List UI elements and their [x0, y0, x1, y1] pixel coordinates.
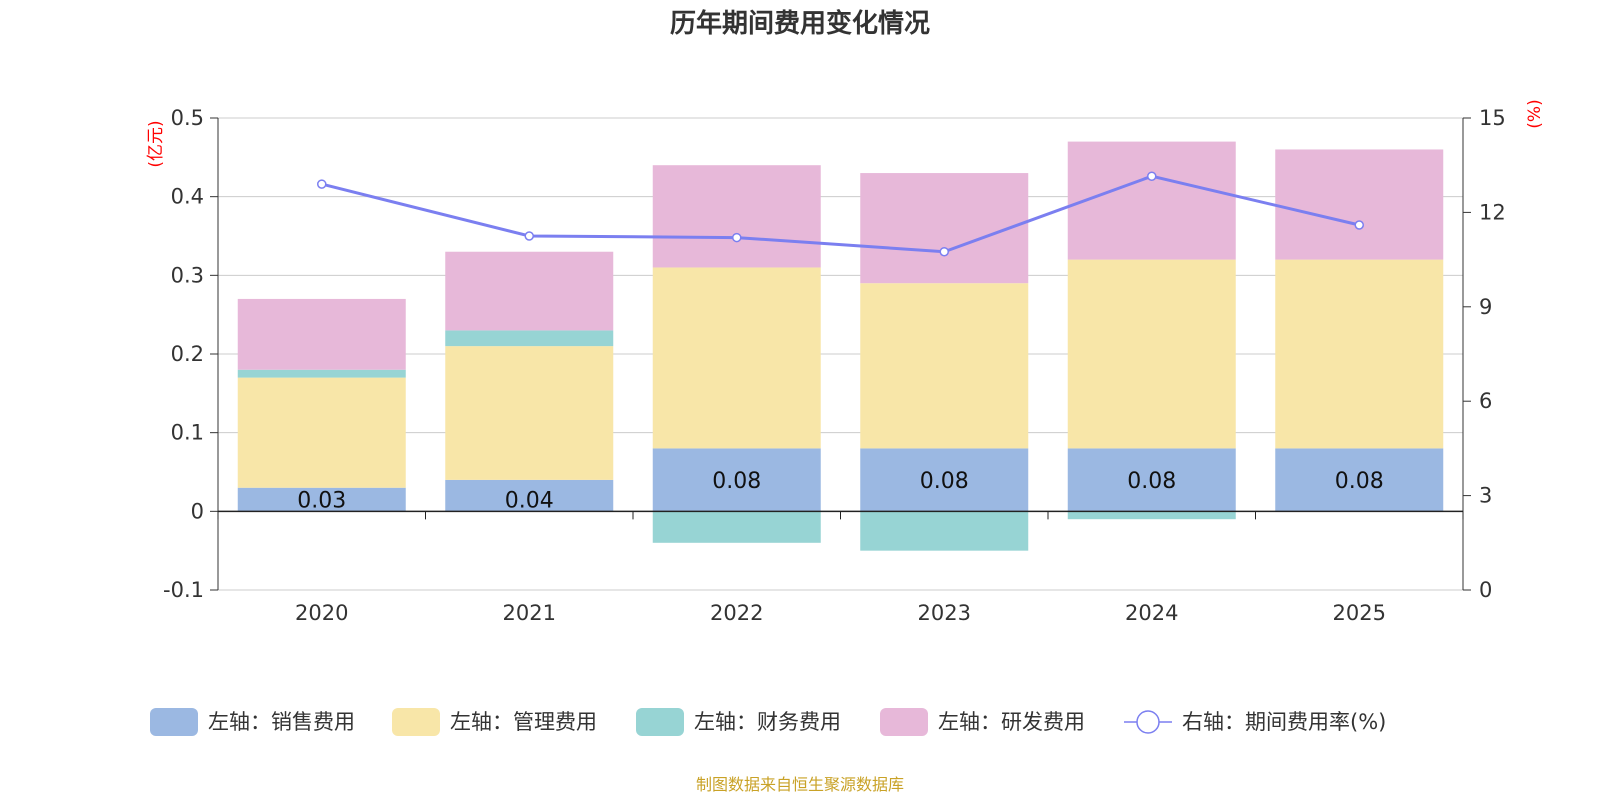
bar-管理费用 — [445, 346, 614, 480]
right-axis-unit: (%) — [1525, 99, 1545, 128]
legend-label: 左轴：研发费用 — [938, 710, 1085, 734]
x-axis-tick-label: 2024 — [1125, 601, 1178, 625]
x-axis-tick-label: 2023 — [918, 601, 971, 625]
data-label: 0.08 — [920, 469, 969, 494]
bar-财务费用 — [237, 369, 406, 378]
bar-研发费用 — [652, 165, 821, 268]
left-axis-tick-label: -0.1 — [163, 578, 204, 602]
bar-管理费用 — [652, 267, 821, 449]
gridlines — [218, 117, 1463, 591]
bar-财务费用 — [1067, 511, 1236, 520]
line-point — [524, 231, 534, 241]
bar-财务费用 — [860, 511, 1029, 551]
bar-销售费用 — [1067, 448, 1236, 512]
left-axis-unit: (亿元) — [146, 120, 166, 167]
bar-管理费用 — [860, 283, 1029, 449]
bar-研发费用 — [1067, 141, 1236, 260]
data-label: 0.08 — [1127, 469, 1176, 494]
legend-label: 左轴：销售费用 — [208, 710, 355, 734]
bar-研发费用 — [1275, 149, 1444, 260]
bar-财务费用 — [445, 330, 614, 347]
right-axis-tick-label: 12 — [1479, 200, 1506, 224]
right-axis-tick-label: 0 — [1479, 578, 1492, 602]
line-point — [939, 246, 949, 257]
left-axis-tick-label: 0.1 — [171, 421, 204, 445]
legend-swatch — [150, 708, 198, 736]
bar-财务费用 — [652, 511, 821, 543]
x-axis-tick-label: 2020 — [295, 601, 348, 625]
x-axis-tick-label: 2021 — [503, 601, 556, 625]
bar-研发费用 — [237, 298, 406, 370]
left-axis-tick-label: 0.3 — [171, 263, 204, 287]
left-axis-tick-label: 0 — [191, 499, 204, 523]
line-point — [1147, 171, 1157, 181]
axes: -0.1 0 0.1 0.2 0.3 0.4 0.5 0 3 6 9 12 15 2020 2021 2022… — [163, 106, 1506, 625]
legend-label: 左轴：财务费用 — [694, 710, 841, 734]
legend-label: 右轴：期间费用率(%) — [1182, 710, 1386, 734]
left-axis-tick-label: 0.5 — [171, 106, 204, 130]
x-axis-tick-label: 2022 — [710, 601, 763, 625]
left-axis-tick-label: 0.2 — [171, 342, 204, 366]
right-axis-tick-label: 9 — [1479, 295, 1492, 319]
bar-研发费用 — [445, 251, 614, 331]
bar-销售费用 — [652, 448, 821, 512]
data-label: 0.04 — [505, 488, 554, 513]
line-series — [317, 171, 1364, 257]
bar-销售费用 — [860, 448, 1029, 512]
legend-swatch — [392, 708, 440, 736]
line-期间费用率 — [321, 174, 1360, 254]
bar-研发费用 — [860, 173, 1029, 284]
left-axis-tick-label: 0.4 — [171, 185, 204, 209]
bar-销售费用 — [1275, 448, 1444, 512]
line-point — [1354, 220, 1364, 230]
bar-管理费用 — [237, 377, 406, 488]
bar-销售费用 — [237, 487, 406, 512]
legend-label: 左轴：管理费用 — [450, 710, 597, 734]
legend: 左轴：销售费用 左轴：管理费用 左轴：财务费用 左轴：研发费用 右轴：期间费用率(%) — [150, 708, 1386, 736]
bar-管理费用 — [1067, 259, 1236, 449]
data-label: 0.08 — [1335, 469, 1384, 494]
right-axis-tick-label: 6 — [1479, 389, 1492, 413]
legend-swatch — [636, 708, 684, 736]
bar-series: 0.03 0.04 0.08 0.08 0.08 0.08 — [237, 141, 1444, 551]
data-label: 0.03 — [297, 488, 346, 513]
legend-swatch — [880, 708, 928, 736]
right-axis-tick-label: 3 — [1479, 484, 1492, 508]
legend-line-marker — [1136, 710, 1160, 734]
right-axis-tick-label: 15 — [1479, 106, 1506, 130]
bar-管理费用 — [1275, 259, 1444, 449]
chart-title: 历年期间费用变化情况 — [670, 8, 930, 39]
x-axis-tick-label: 2025 — [1333, 601, 1386, 625]
bar-销售费用 — [445, 479, 614, 512]
line-point — [732, 232, 742, 243]
data-label: 0.08 — [712, 469, 761, 494]
source-note: 制图数据来自恒生聚源数据库 — [696, 775, 904, 794]
line-point — [317, 179, 327, 189]
